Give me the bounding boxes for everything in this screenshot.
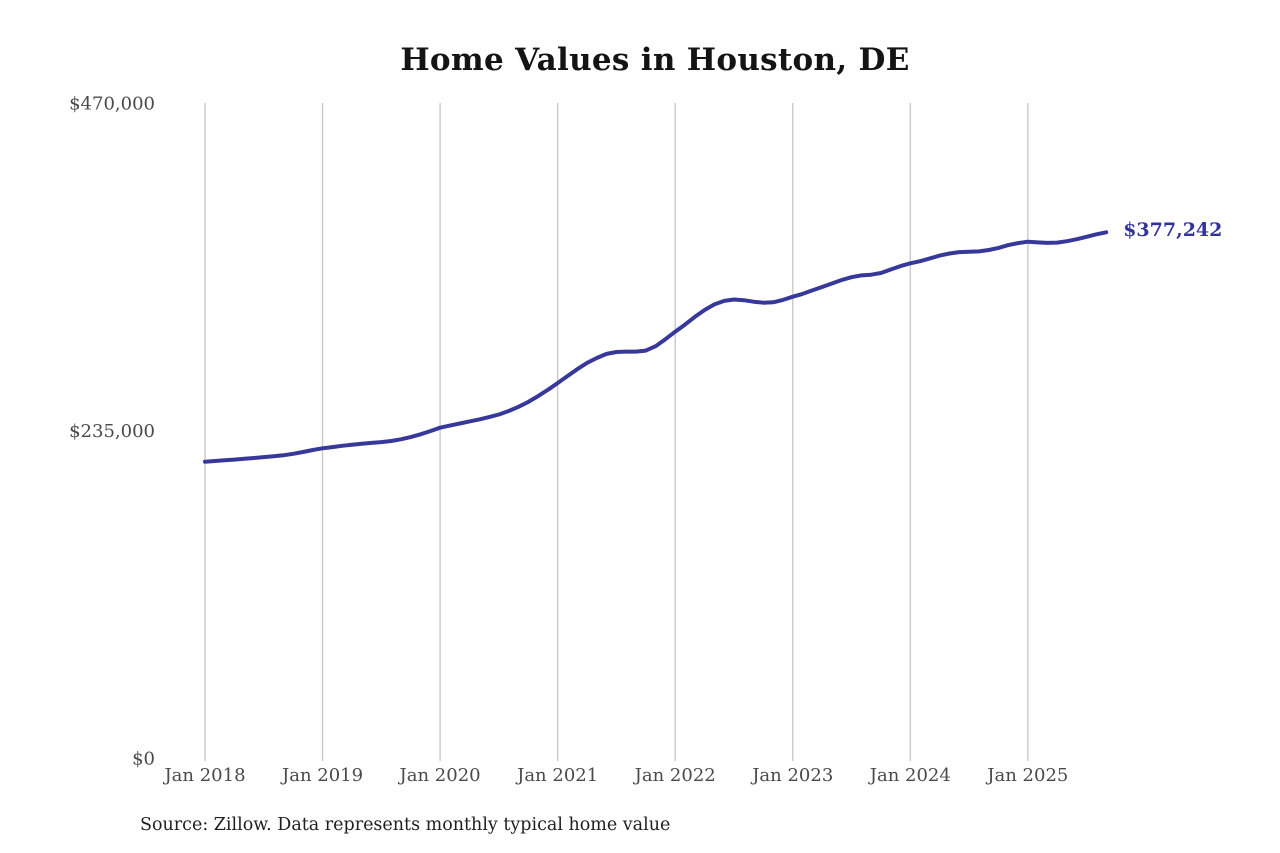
y-axis-tick-label: $470,000 — [69, 94, 155, 115]
x-axis-tick-label: Jan 2022 — [633, 765, 716, 786]
x-axis-tick-label: Jan 2023 — [750, 765, 833, 786]
x-axis-tick-label: Jan 2020 — [398, 765, 481, 786]
home-value-line — [203, 230, 1109, 464]
source-note: Source: Zillow. Data represents monthly … — [140, 815, 671, 835]
y-axis-tick-label: $0 — [132, 749, 155, 770]
x-axis-tick-label: Jan 2025 — [985, 765, 1068, 786]
y-axis-tick-label: $235,000 — [69, 421, 155, 442]
x-axis-tick-label: Jan 2024 — [868, 765, 951, 786]
latest-value-label: $377,242 — [1123, 219, 1223, 242]
chart-title: Home Values in Houston, DE — [400, 42, 910, 78]
x-axis-tick-label: Jan 2021 — [515, 765, 598, 786]
x-axis-tick-label: Jan 2019 — [280, 765, 363, 786]
x-axis-tick-label: Jan 2018 — [162, 765, 245, 786]
